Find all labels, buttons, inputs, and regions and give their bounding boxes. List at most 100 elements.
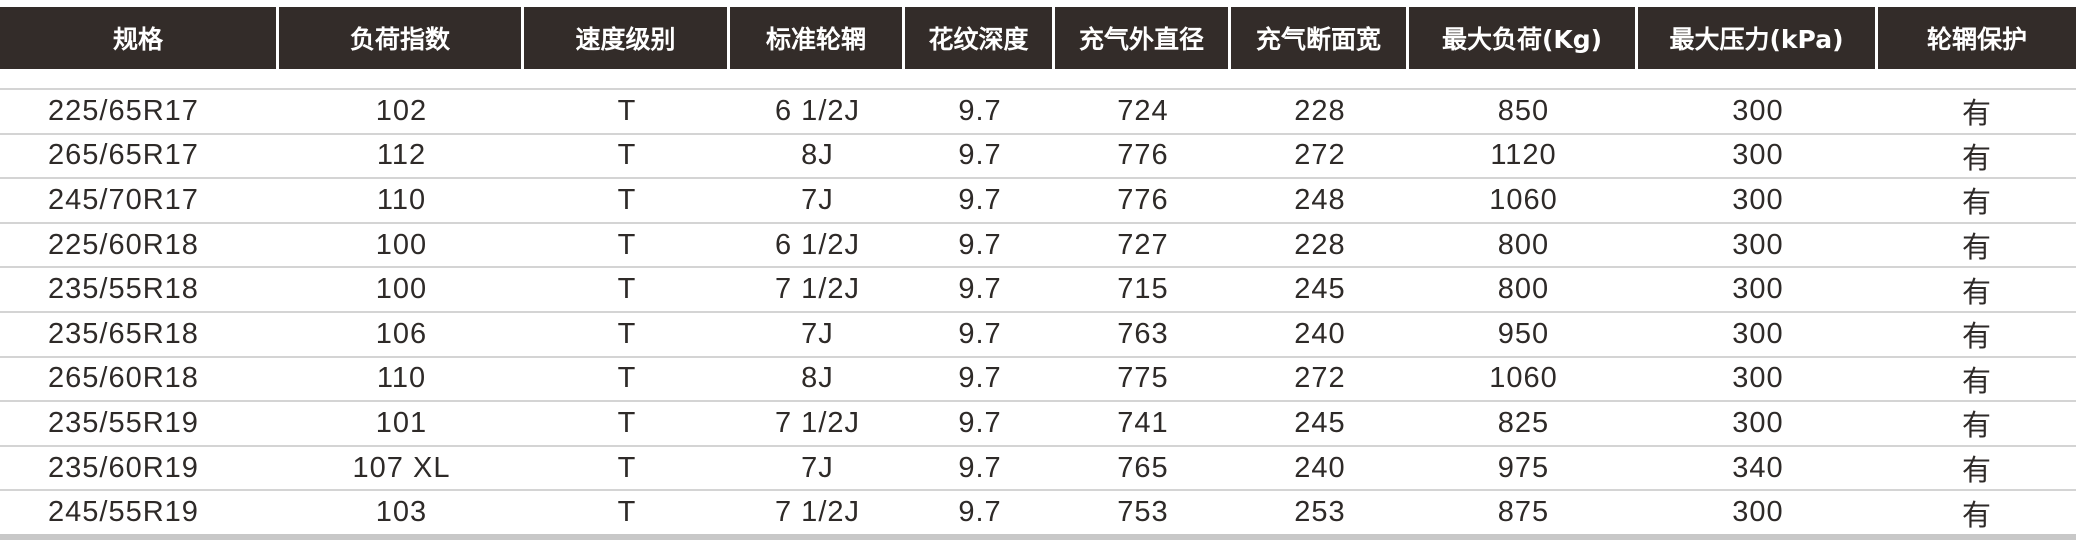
table-cell: 9.7 [958, 362, 1002, 395]
table-cell: 228 [1294, 228, 1346, 261]
table-row: 235/60R19 107 XL T 7J 9.7 765 240 975 340 有 [0, 444, 2076, 490]
table-cell: T [617, 228, 637, 261]
table-cell: 300 [1732, 139, 1784, 172]
table-cell: 228 [1294, 94, 1346, 127]
table-row: 265/60R18 110 T 8J 9.7 775 272 1060 300 有 [0, 355, 2076, 401]
table-cell: 724 [1117, 94, 1169, 127]
table-cell: 225/65R17 [48, 94, 199, 127]
table-cell: 975 [1497, 451, 1550, 484]
column-header: 速度级别 [524, 7, 730, 69]
table-row: 235/55R19 101 T 7 1/2J 9.7 741 245 825 300 有 [0, 400, 2076, 445]
table-cell: 950 [1497, 317, 1550, 350]
table-cell: 107 XL [352, 451, 451, 484]
table-cell: T [617, 183, 637, 216]
table-cell: 9.7 [958, 451, 1002, 484]
table-cell: 248 [1294, 183, 1346, 216]
table-cell: 有 [1961, 276, 1992, 309]
table-cell: 245/70R17 [48, 183, 199, 216]
table-cell: T [617, 451, 637, 484]
table-cell: T [617, 362, 637, 395]
table-row: 225/65R17 102 T 6 1/2J 9.7 724 228 850 300 有 [0, 88, 2076, 133]
table-row: 245/70R17 110 T 7J 9.7 776 248 1060 300 有 [0, 177, 2076, 222]
table-cell: 9.7 [958, 317, 1002, 350]
table-cell: 825 [1497, 406, 1550, 439]
table-cell: T [617, 406, 637, 439]
table-cell: 741 [1117, 406, 1169, 439]
table-bottom-border [0, 534, 2076, 540]
table-cell: T [617, 94, 637, 127]
table-cell: 110 [376, 362, 427, 395]
table-cell: 110 [376, 183, 427, 216]
column-header: 负荷指数 [279, 7, 524, 69]
table-cell: 9.7 [958, 139, 1002, 172]
table-row: 235/65R18 106 T 7J 9.7 763 240 950 300 有 [0, 310, 2076, 356]
table-cell: 6 1/2J [775, 228, 860, 261]
table-cell: 763 [1117, 317, 1169, 350]
table-cell: 235/60R19 [48, 451, 199, 484]
table-cell: 235/65R18 [48, 317, 199, 350]
table-cell: 240 [1294, 317, 1346, 350]
table-cell: 有 [1961, 232, 1992, 265]
table-cell: 875 [1497, 496, 1550, 529]
table-cell: 7J [801, 451, 834, 484]
table-cell: 340 [1732, 451, 1784, 484]
table-row: 265/65R17 112 T 8J 9.7 776 272 1120 300 有 [0, 132, 2076, 178]
table-cell: 1060 [1489, 183, 1558, 216]
table-cell: 272 [1294, 139, 1346, 172]
table-cell: 6 1/2J [775, 94, 860, 127]
table-cell: 776 [1117, 139, 1169, 172]
table-cell: 100 [375, 273, 428, 306]
column-header: 最大负荷(Kg) [1409, 7, 1638, 69]
table-cell: 有 [1961, 455, 1992, 488]
table-cell: 753 [1117, 496, 1169, 529]
table-cell: 727 [1117, 228, 1169, 261]
table-cell: 300 [1732, 496, 1784, 529]
table-cell: T [617, 273, 637, 306]
table-cell: 102 [375, 94, 428, 127]
table-cell: 800 [1497, 228, 1550, 261]
table-cell: 850 [1497, 94, 1550, 127]
table-cell: 7J [801, 317, 834, 350]
table-cell: 有 [1961, 410, 1992, 443]
table-cell: 245/55R19 [48, 496, 199, 529]
table-cell: 265/65R17 [48, 139, 199, 172]
table-cell: 300 [1732, 228, 1784, 261]
column-header: 最大压力(kPa) [1638, 7, 1878, 69]
column-header: 规格 [0, 7, 279, 69]
table-cell: 765 [1117, 451, 1169, 484]
table-row: 225/60R18 100 T 6 1/2J 9.7 727 228 800 300 有 [0, 221, 2076, 267]
table-cell: 775 [1117, 362, 1169, 395]
table-body: 225/65R17 102 T 6 1/2J 9.7 724 228 850 300 有 265/6… [0, 88, 2076, 534]
table-cell: 265/60R18 [48, 362, 199, 395]
table-cell: 106 [375, 317, 428, 350]
column-header: 花纹深度 [905, 7, 1055, 69]
table-cell: 272 [1294, 362, 1346, 395]
table-cell: 235/55R19 [48, 406, 199, 439]
table-cell: 9.7 [958, 183, 1002, 216]
column-header: 充气外直径 [1055, 7, 1231, 69]
table-cell: 7J [801, 183, 834, 216]
table-cell: 有 [1961, 365, 1992, 398]
table-cell: 9.7 [958, 94, 1002, 127]
table-cell: 1060 [1489, 362, 1558, 395]
table-cell: 有 [1961, 499, 1992, 532]
table-cell: 300 [1732, 94, 1784, 127]
table-cell: 100 [375, 228, 428, 261]
table-cell: 8J [801, 139, 834, 172]
table-cell: 9.7 [958, 273, 1002, 306]
table-cell: 7 1/2J [775, 273, 860, 306]
table-cell: 245 [1294, 406, 1346, 439]
column-header: 轮辋保护 [1878, 7, 2076, 69]
table-cell: 7 1/2J [775, 406, 860, 439]
table-cell: 7 1/2J [775, 496, 860, 529]
table-cell: 有 [1961, 321, 1992, 354]
table-cell: 有 [1961, 142, 1992, 175]
column-header: 充气断面宽 [1231, 7, 1409, 69]
table-cell: 9.7 [958, 228, 1002, 261]
table-cell: 8J [801, 362, 834, 395]
table-cell: 300 [1732, 406, 1784, 439]
table-cell: 9.7 [958, 406, 1002, 439]
table-header: 规格 负荷指数 速度级别 标准轮辋 花纹深度 充气外直径 充气断面宽 最大负荷(Kg) 最大压力… [0, 7, 2076, 69]
table-cell: T [617, 139, 637, 172]
table-cell: 有 [1961, 98, 1992, 131]
